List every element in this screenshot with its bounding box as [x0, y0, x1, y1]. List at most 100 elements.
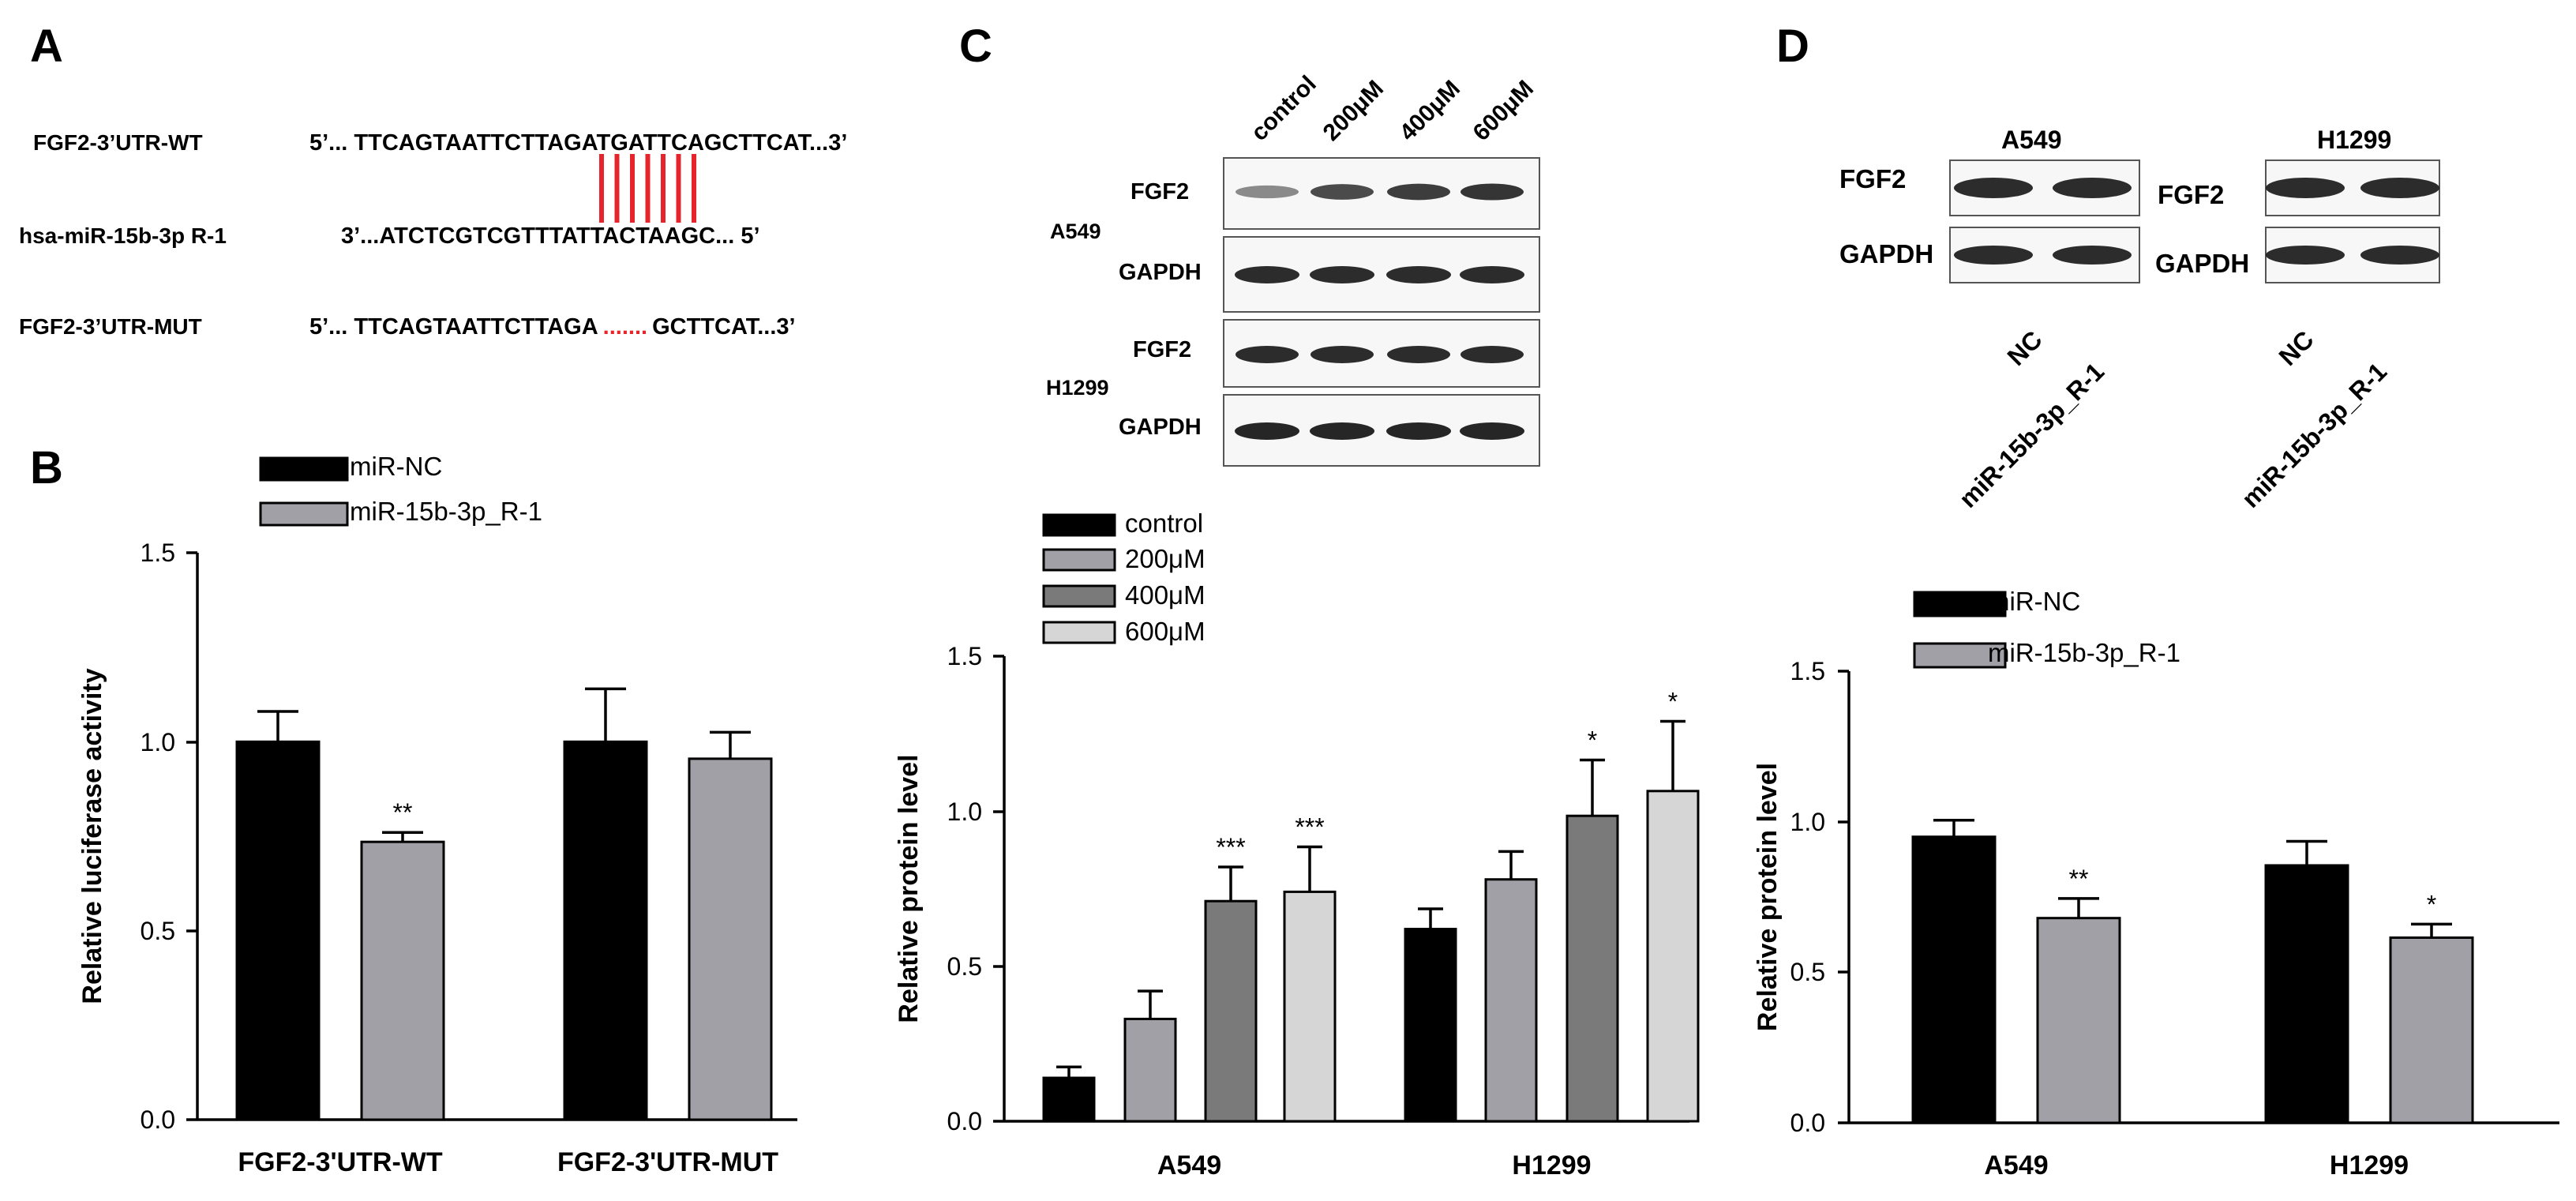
bar-b: [563, 740, 648, 1121]
legend-swatch: [259, 501, 349, 527]
chart-d: 0.0 0.5 1.0 1.5 Relative protein level A549 H1…: [1753, 587, 2559, 1180]
blot-d-lane-nc-right: NC: [2273, 325, 2319, 371]
bar-c: [1646, 790, 1700, 1123]
blot-c-protein-fgf2-h1299: FGF2: [1133, 337, 1191, 362]
significance-label: **: [2069, 865, 2089, 893]
y-tick-label: 1.5: [141, 539, 175, 567]
blot-c-cell-a549: A549: [1050, 220, 1101, 243]
panel-d-western-blot: A549 H1299 FGF2 GAPDH FGF2 GAPDH NC miR-…: [1839, 126, 2440, 513]
chart-b: 0.0 0.5 1.0 1.5 Relative luciferase activity…: [77, 452, 797, 1177]
bar-b: [360, 840, 445, 1121]
y-tick-label: 0.0: [1790, 1109, 1825, 1137]
legend-swatch: [1042, 621, 1116, 644]
bar-d: [1911, 835, 1997, 1124]
seq-mirna: 3’...ATCTCGTCGTTTATTACTAAGC... 5’: [341, 223, 760, 249]
seq-label-mirna: hsa-miR-15b-3p R-1: [19, 223, 227, 248]
blot-band-gapdh-a549: [1386, 266, 1451, 283]
blot-band-fgf2-h1299: [1310, 346, 1374, 363]
blot-band-gapdh-a549: [1460, 266, 1524, 283]
blot-d-protein-gapdh-left: GAPDH: [1839, 239, 1933, 268]
blot-band-fgf2-a549: [1387, 183, 1450, 201]
legend-label: 200μM: [1125, 544, 1206, 573]
legend-label: 400μM: [1125, 580, 1206, 610]
blot-d-lane-nc-left: NC: [2001, 325, 2047, 371]
blot-d-lane-mir-left: miR-15b-3p_R-1: [1953, 357, 2109, 513]
blot-band-fgf2-h1299: [1236, 346, 1299, 363]
significance-label: *: [1668, 687, 1678, 715]
blot-d-protein-fgf2-right: FGF2: [2158, 180, 2224, 209]
category-label: H1299: [1512, 1150, 1591, 1180]
bar-c: [1484, 878, 1538, 1123]
blot-band-fgf2-a549: [1460, 183, 1524, 201]
blot-c-lane-control: control: [1247, 71, 1322, 146]
blot-c-lane-600: 600μM: [1468, 76, 1539, 146]
seq-mut: 5’... TTCAGTAATTCTTAGA....... GCTTCAT...3…: [309, 314, 796, 340]
y-tick-label: 0.5: [1790, 958, 1825, 986]
blot-d-protein-gapdh-right: GAPDH: [2155, 249, 2249, 278]
y-tick-label: 0.0: [141, 1105, 175, 1134]
legend-swatch: [1042, 584, 1116, 608]
significance-label: *: [2427, 890, 2436, 918]
legend-label: miR-NC: [1988, 587, 2080, 616]
legend-label: 600μM: [1125, 617, 1206, 646]
blot-band-gapdh-h1299: [1310, 422, 1374, 440]
panel-letter-c: C: [959, 21, 992, 72]
bar-b: [688, 757, 773, 1121]
bar-c: [1204, 899, 1258, 1123]
panel-letter-d: D: [1776, 21, 1809, 72]
blot-band-gapdh: [2266, 246, 2345, 265]
blot-band-gapdh: [2360, 246, 2439, 265]
blot-band-fgf2: [1954, 178, 2033, 198]
blot-d-lane-mir-right: miR-15b-3p_R-1: [2236, 357, 2392, 513]
bar-c: [1283, 890, 1337, 1123]
seq-label-wt: FGF2-3’UTR-WT: [33, 130, 203, 155]
y-tick-label: 1.0: [947, 798, 982, 826]
bar-c: [1123, 1017, 1177, 1123]
blot-c-lane-200: 200μM: [1318, 76, 1389, 146]
blot-c-lane-400: 400μM: [1395, 76, 1465, 146]
legend-swatch: [259, 456, 349, 482]
blot-band-fgf2: [2053, 178, 2132, 198]
seq-wt: 5’... TTCAGTAATTCTTAGATGATTCAGCTTCAT...3…: [309, 130, 847, 156]
legend-swatch: [1913, 591, 2007, 617]
bar-c: [1565, 814, 1619, 1123]
y-tick-label: 0.5: [947, 952, 982, 981]
blot-band-gapdh-a549: [1310, 266, 1374, 283]
blot-c-cell-h1299: H1299: [1046, 376, 1109, 400]
category-label: A549: [1984, 1150, 2048, 1180]
blot-band-gapdh: [2053, 246, 2132, 265]
base-pairing-lines: [599, 154, 696, 223]
category-label: FGF2-3'UTR-WT: [238, 1147, 442, 1177]
blot-band-gapdh-h1299: [1386, 422, 1451, 440]
legend-label: control: [1125, 509, 1203, 538]
panel-c-western-blot: control 200μM 400μM 600μM FGF2 A549 GAPD…: [1046, 71, 1540, 467]
significance-label: *: [1588, 726, 1597, 755]
category-label: A549: [1157, 1150, 1221, 1180]
blot-c-protein-fgf2-a549: FGF2: [1131, 179, 1189, 205]
seq-mut-left: 5’... TTCAGTAATTCTTAGA: [309, 314, 598, 340]
blot-band-fgf2: [2360, 178, 2439, 198]
blot-band-fgf2: [2266, 178, 2345, 198]
legend-label: miR-15b-3p_R-1: [350, 497, 542, 526]
blot-band-fgf2-a549: [1236, 185, 1299, 199]
significance-label: ***: [1216, 833, 1245, 861]
blot-c-protein-gapdh-a549: GAPDH: [1119, 260, 1202, 285]
y-axis-label: Relative protein level: [1753, 763, 1783, 1031]
blot-d-cell-h1299: H1299: [2317, 126, 2391, 154]
blot-c-bands: [1235, 183, 1524, 440]
y-tick-label: 1.0: [141, 728, 175, 756]
bar-c: [1404, 928, 1457, 1123]
legend-swatch: [1042, 513, 1116, 537]
bar-d: [2036, 917, 2121, 1124]
bar-c: [1042, 1076, 1096, 1123]
blot-d-protein-fgf2-left: FGF2: [1839, 164, 1906, 193]
blot-band-gapdh-h1299: [1235, 422, 1299, 440]
panel-a-sequences: FGF2-3’UTR-WT 5’... TTCAGTAATTCTTAGATGAT…: [19, 130, 847, 340]
category-label: H1299: [2330, 1150, 2409, 1180]
y-tick-label: 1.5: [947, 642, 982, 670]
blot-band-gapdh-h1299: [1460, 422, 1524, 440]
blot-band-fgf2-h1299: [1460, 346, 1524, 363]
blot-d-bands: [1954, 178, 2439, 265]
y-tick-label: 1.0: [1790, 808, 1825, 836]
